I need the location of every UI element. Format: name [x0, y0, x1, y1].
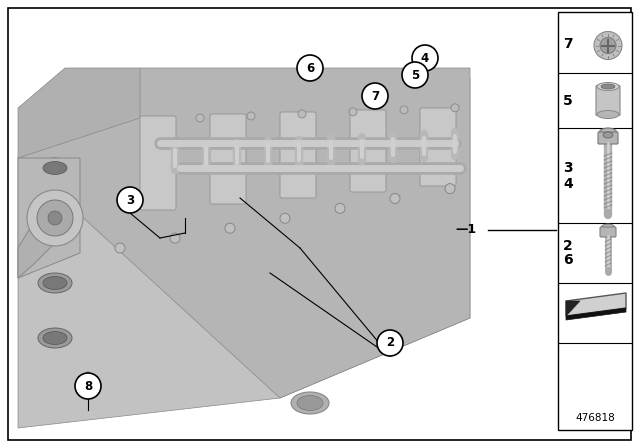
Text: 7: 7: [371, 90, 379, 103]
Ellipse shape: [38, 273, 72, 293]
Circle shape: [247, 112, 255, 120]
Circle shape: [225, 223, 235, 233]
Ellipse shape: [43, 276, 67, 289]
Polygon shape: [566, 293, 626, 316]
Circle shape: [402, 62, 428, 88]
Circle shape: [48, 211, 62, 225]
Circle shape: [594, 31, 622, 60]
Circle shape: [37, 200, 73, 236]
Ellipse shape: [297, 396, 323, 410]
FancyBboxPatch shape: [558, 12, 632, 430]
Text: 3: 3: [563, 160, 573, 175]
Circle shape: [412, 45, 438, 71]
Text: —1: —1: [455, 223, 476, 236]
Circle shape: [390, 194, 400, 203]
Circle shape: [362, 83, 388, 109]
Text: 3: 3: [126, 194, 134, 207]
Polygon shape: [18, 68, 140, 158]
Circle shape: [115, 243, 125, 253]
FancyBboxPatch shape: [210, 114, 246, 204]
FancyBboxPatch shape: [596, 86, 620, 116]
Circle shape: [600, 38, 616, 53]
Circle shape: [297, 55, 323, 81]
Circle shape: [451, 104, 459, 112]
Circle shape: [349, 108, 357, 116]
Text: 2: 2: [563, 239, 573, 253]
Text: 4: 4: [421, 52, 429, 65]
FancyBboxPatch shape: [280, 112, 316, 198]
Ellipse shape: [38, 213, 72, 233]
Polygon shape: [566, 301, 580, 316]
Polygon shape: [18, 78, 470, 428]
Text: 6: 6: [563, 253, 573, 267]
Polygon shape: [18, 158, 80, 278]
Circle shape: [27, 190, 83, 246]
Circle shape: [298, 110, 306, 118]
Ellipse shape: [597, 111, 619, 119]
Circle shape: [196, 114, 204, 122]
Ellipse shape: [601, 224, 615, 232]
Ellipse shape: [38, 158, 72, 178]
Text: 6: 6: [306, 61, 314, 74]
Ellipse shape: [43, 161, 67, 175]
FancyBboxPatch shape: [140, 116, 176, 210]
Circle shape: [280, 213, 290, 223]
Polygon shape: [566, 308, 626, 320]
Circle shape: [335, 203, 345, 213]
Ellipse shape: [599, 128, 617, 138]
Circle shape: [81, 379, 95, 393]
Ellipse shape: [603, 132, 613, 138]
Ellipse shape: [43, 332, 67, 345]
Text: 5: 5: [411, 69, 419, 82]
Polygon shape: [18, 228, 55, 278]
FancyBboxPatch shape: [350, 110, 386, 192]
Text: 8: 8: [84, 379, 92, 392]
Circle shape: [400, 106, 408, 114]
Circle shape: [377, 330, 403, 356]
FancyBboxPatch shape: [598, 132, 618, 144]
FancyBboxPatch shape: [8, 8, 631, 440]
Circle shape: [75, 373, 101, 399]
Text: 7: 7: [563, 36, 573, 51]
Text: 5: 5: [563, 94, 573, 108]
Ellipse shape: [601, 84, 615, 89]
FancyBboxPatch shape: [420, 108, 456, 186]
Text: 4: 4: [563, 177, 573, 190]
Ellipse shape: [597, 82, 619, 90]
Circle shape: [445, 184, 455, 194]
Ellipse shape: [43, 216, 67, 229]
Circle shape: [117, 187, 143, 213]
Text: 2: 2: [386, 336, 394, 349]
Polygon shape: [18, 68, 470, 398]
FancyBboxPatch shape: [600, 227, 616, 237]
Circle shape: [170, 233, 180, 243]
Text: 476818: 476818: [575, 413, 615, 423]
Ellipse shape: [291, 392, 329, 414]
Ellipse shape: [38, 328, 72, 348]
